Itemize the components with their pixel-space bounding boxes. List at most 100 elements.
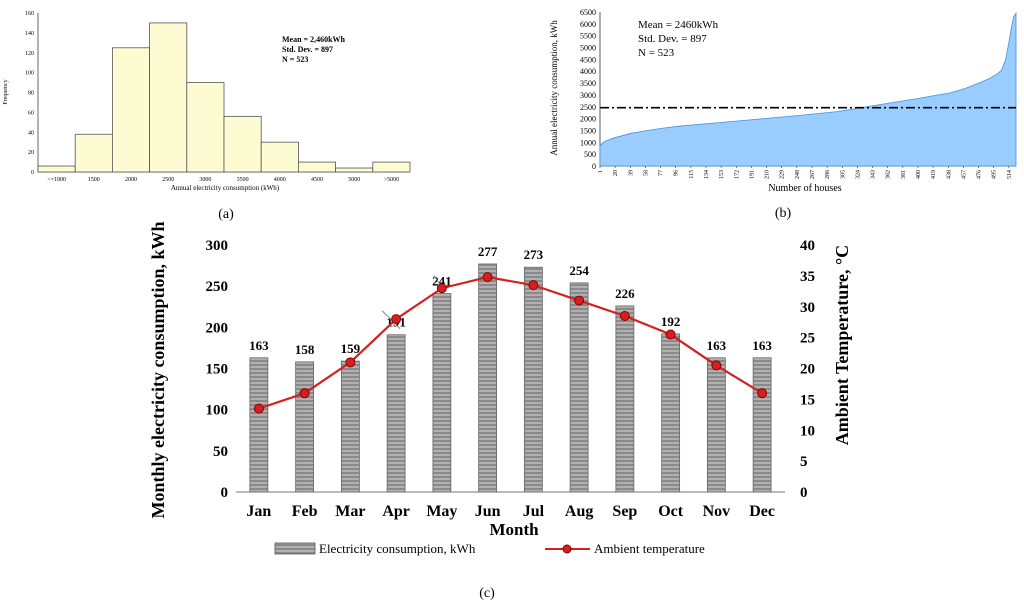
cumulative-x-tick: 457 (961, 170, 967, 179)
panel-c: 0 50 100 150 200 250 300 0 5 10 15 20 25 30 35 40 163 Jan… (148, 222, 852, 602)
month-tick: Mar (335, 503, 365, 520)
cumulative-x-tick: 96 (674, 170, 680, 176)
month-tick: Nov (703, 503, 731, 520)
consumption-bar (569, 282, 589, 493)
cumulative-y-tick: 6000 (580, 20, 596, 29)
consumption-bar (706, 357, 726, 493)
monthly-y2-tick: 20 (800, 362, 815, 378)
cumulative-y-tick: 2500 (580, 103, 596, 112)
histogram-x-tick: <=1000 (47, 177, 66, 183)
cumulative-x-tick: 343 (871, 170, 877, 179)
histogram-y-tick: 0 (31, 170, 34, 176)
cumulative-x-tick: 134 (704, 170, 710, 179)
cumulative-x-tick: 267 (810, 170, 816, 179)
histogram-bar (223, 115, 262, 173)
monthly-y-tick: 0 (221, 485, 229, 501)
month-tick: Apr (382, 503, 410, 520)
consumption-bar (661, 333, 681, 493)
cumulative-x-tick: 476 (977, 170, 983, 179)
histogram-y-tick: 20 (28, 150, 34, 156)
cumulative-x-tick: 229 (780, 170, 786, 179)
monthly-y-tick: 100 (206, 403, 229, 419)
histogram-bar (297, 161, 336, 173)
histogram-x-tick: 5000 (348, 177, 360, 183)
cumulative-plot: 0 500 1000 1500 2000 2500 3000 3500 4000 4500 5000… (580, 8, 1017, 179)
consumption-bar (340, 360, 360, 493)
consumption-data-label: 254 (569, 263, 589, 278)
cumulative-x-tick: 381 (901, 170, 907, 179)
month-tick: Oct (658, 503, 684, 520)
panel-a: 0 20 40 60 80 100 120 140 160 <=1000 1500 2000 2500 3… (3, 11, 411, 222)
month-tick: Sep (612, 503, 637, 520)
monthly-y-tick: 150 (206, 362, 229, 378)
cumulative-x-tick: 495 (992, 170, 998, 179)
panel-b: 0 500 1000 1500 2000 2500 3000 3500 4000 4500 5000… (549, 8, 1017, 221)
cumulative-y-tick: 1000 (580, 138, 596, 147)
histogram-x-tick: >5000 (384, 177, 399, 183)
temperature-point (253, 403, 264, 414)
cumulative-x-tick: 39 (628, 170, 634, 176)
cumulative-x-tick: 1 (598, 170, 604, 173)
histogram-y-tick: 120 (25, 51, 34, 57)
temperature-line (258, 275, 763, 410)
month-tick: Aug (565, 503, 593, 520)
temperature-point (665, 329, 676, 340)
cumulative-y-tick: 4000 (580, 67, 596, 76)
monthly-x-label: Month (489, 520, 539, 539)
consumption-data-label: 277 (478, 244, 498, 259)
histogram-x-tick: 3000 (199, 177, 211, 183)
monthly-y2-tick: 15 (800, 392, 815, 408)
month-tick: May (426, 503, 457, 520)
cumulative-x-tick: 210 (765, 170, 771, 179)
consumption-data-label: 241 (432, 274, 452, 289)
panel-label-a: (a) (218, 207, 234, 222)
cumulative-y-tick: 0 (592, 162, 596, 171)
histogram-stat-n: N = 523 (282, 55, 308, 64)
cumulative-y-tick: 3000 (580, 91, 596, 100)
consumption-bar (386, 334, 406, 493)
panel-label-b: (b) (775, 206, 792, 221)
monthly-y2-tick: 30 (800, 300, 815, 316)
cumulative-x-tick: 286 (825, 170, 831, 179)
consumption-bar (295, 361, 315, 493)
cumulative-x-tick: 172 (734, 170, 740, 179)
monthly-y2-label: Ambient Temperature, °C (832, 245, 852, 445)
monthly-y-tick: 300 (206, 238, 229, 254)
histogram-stat-mean: Mean = 2,460kWh (282, 35, 346, 44)
temperature-point (619, 311, 630, 322)
histogram-x-tick: 1500 (88, 177, 100, 183)
monthly-y2-tick: 25 (800, 331, 815, 347)
temperature-point (711, 360, 722, 371)
monthly-y2-tick: 35 (800, 269, 815, 285)
legend-line-marker (562, 544, 572, 554)
monthly-y-label: Monthly electricity consumption, kWh (148, 222, 168, 519)
monthly-y2-tick: 10 (800, 423, 815, 439)
temperature-point (528, 280, 539, 291)
legend-bar-swatch (274, 542, 316, 555)
consumption-bar (752, 357, 772, 493)
cumulative-x-tick: 153 (719, 170, 725, 179)
consumption-data-label: 192 (661, 314, 681, 329)
histogram-x-label: Annual electricity consumption (kWh) (171, 184, 280, 192)
histogram-x-tick: 3500 (237, 177, 249, 183)
cumulative-area (599, 11, 1017, 167)
month-tick: Jun (475, 503, 501, 520)
histogram-y-tick: 60 (28, 110, 34, 116)
cumulative-y-tick: 5500 (580, 32, 596, 41)
histogram-bar (260, 141, 299, 173)
histogram-x-tick: 2000 (125, 177, 137, 183)
cumulative-y-tick: 3500 (580, 79, 596, 88)
cumulative-y-tick: 500 (584, 150, 596, 159)
histogram-bar (112, 47, 151, 173)
monthly-y-tick: 200 (206, 320, 229, 336)
histogram-y-tick: 80 (28, 91, 34, 97)
temperature-point (436, 283, 447, 294)
cumulative-x-tick: 248 (795, 170, 801, 179)
cumulative-x-tick: 58 (643, 170, 649, 176)
legend-bar-label: Electricity consumption, kWh (319, 541, 476, 556)
monthly-y2-tick: 5 (800, 454, 808, 470)
consumption-data-label: 163 (249, 338, 269, 353)
legend: Electricity consumption, kWh Ambient tem… (274, 541, 705, 556)
cumulative-stat-std: Std. Dev. = 897 (638, 33, 707, 45)
